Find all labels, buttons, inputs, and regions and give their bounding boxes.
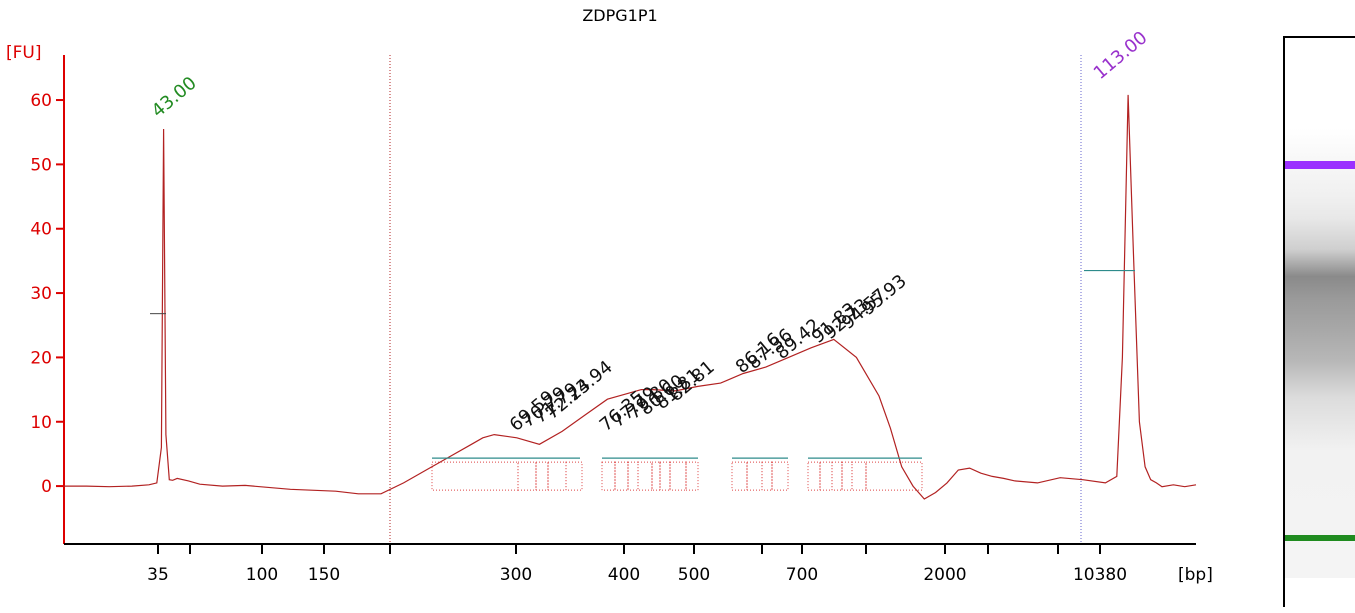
- x-tick-label: 100: [246, 565, 278, 585]
- peak-region-box: [771, 461, 789, 491]
- gel-lane: [1283, 36, 1355, 607]
- gel-smear: [1285, 128, 1355, 578]
- peak-region-box: [627, 461, 639, 491]
- x-tick-label: 700: [786, 565, 818, 585]
- peak-region-box: [831, 461, 843, 491]
- peak-region-box: [865, 461, 923, 491]
- peak-region-box: [601, 461, 616, 491]
- x-axis-label: [bp]: [1178, 565, 1213, 585]
- x-tick-label: 2000: [923, 565, 966, 585]
- signal-trace: [64, 94, 1197, 500]
- x-tick-label: 150: [308, 565, 340, 585]
- y-axis-label: [FU]: [6, 43, 42, 63]
- peak-region-box: [851, 461, 867, 491]
- peak-region-box: [547, 461, 567, 491]
- x-tick-label: 35: [147, 565, 169, 585]
- peak-region-box: [431, 461, 519, 491]
- peak-region-box: [637, 461, 653, 491]
- x-tick-label: 400: [608, 565, 640, 585]
- peak-region-box: [669, 461, 687, 491]
- peak-region-box: [614, 461, 629, 491]
- y-tick-label: 30: [30, 284, 52, 304]
- peak-region-box: [819, 461, 833, 491]
- peak-region-box: [807, 461, 821, 491]
- peak-region-box: [746, 461, 763, 491]
- lower-marker-label: 43.00: [148, 73, 201, 122]
- x-tick-label: 10380: [1073, 565, 1127, 585]
- peak-region-box: [659, 461, 671, 491]
- peak-region-box: [841, 461, 853, 491]
- chart-title: ZDPG1P1: [582, 6, 658, 25]
- gel-lower-marker-band: [1285, 535, 1355, 541]
- peak-region-box: [535, 461, 549, 491]
- x-tick-label: 300: [500, 565, 532, 585]
- gel-upper-marker-band: [1285, 161, 1355, 169]
- y-tick-label: 60: [30, 91, 52, 111]
- gel-image: [1285, 128, 1355, 578]
- peak-region-box: [685, 461, 699, 491]
- upper-marker-label: 113.00: [1090, 27, 1152, 84]
- peak-region-box: [517, 461, 537, 491]
- peak-region-box: [565, 461, 583, 491]
- y-tick-label: 20: [30, 348, 52, 368]
- y-tick-label: 10: [30, 413, 52, 433]
- peak-region-box: [731, 461, 748, 491]
- peak-region-box: [651, 461, 661, 491]
- electropherogram-plot: [FU] 0 10 20 30 40 50 60 35 100 150 300 400 500 700 200…: [6, 27, 1213, 585]
- y-tick-label: 40: [30, 220, 52, 240]
- y-tick-label: 0: [41, 477, 52, 497]
- y-tick-label: 50: [30, 155, 52, 175]
- peak-region-box: [761, 461, 773, 491]
- x-tick-label: 500: [678, 565, 710, 585]
